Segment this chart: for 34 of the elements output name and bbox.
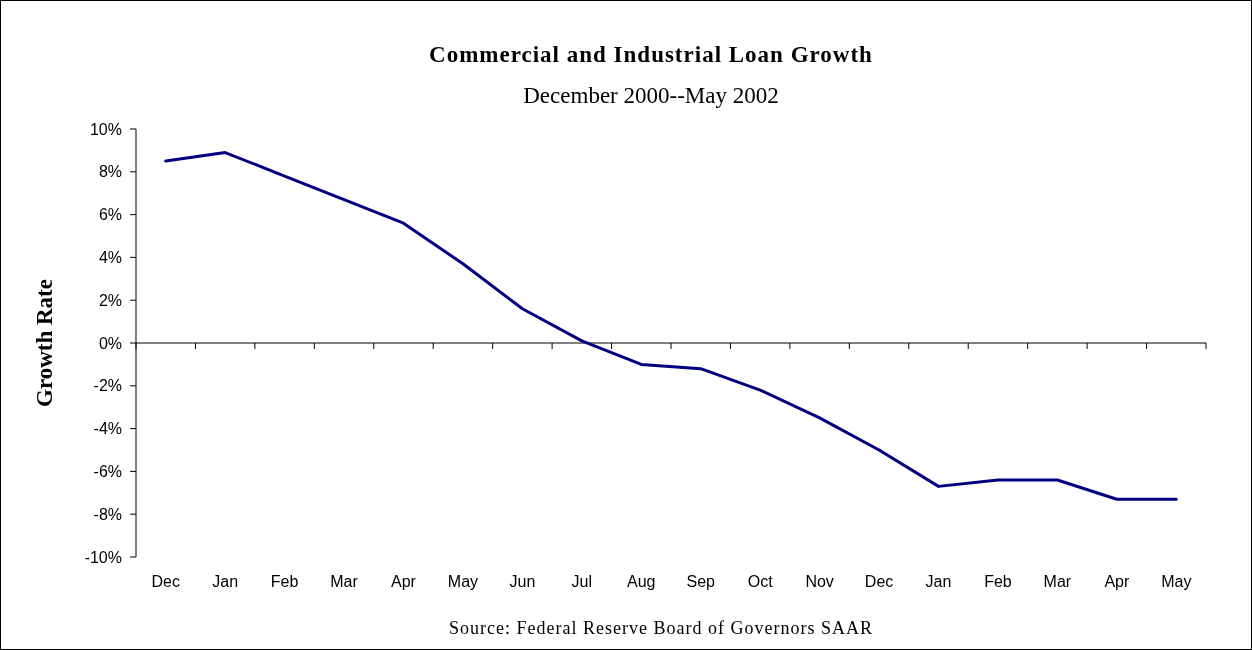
y-tick-label: 2% (98, 291, 122, 309)
x-tick-label: May (1161, 573, 1192, 590)
x-tick-label: Mar (1043, 573, 1072, 590)
chart-title: Commercial and Industrial Loan Growth (429, 42, 873, 67)
y-axis-title: Growth Rate (32, 279, 57, 407)
x-tick-label: Feb (984, 573, 1012, 590)
y-tick-label: 4% (98, 249, 122, 266)
y-tick-label: -8% (93, 505, 122, 523)
y-tick-label: 6% (98, 206, 122, 224)
x-tick-label: Apr (391, 573, 417, 590)
y-tick-label: 8% (98, 163, 122, 181)
y-tick-label: 10% (89, 120, 122, 138)
x-tick-label: Apr (1104, 573, 1130, 590)
x-tick-label: Jun (509, 573, 536, 590)
chart-subtitle: December 2000--May 2002 (523, 83, 779, 108)
x-tick-label: Aug (627, 573, 656, 590)
x-tick-label: Dec (151, 573, 180, 590)
x-tick-label: May (447, 573, 479, 590)
x-tick-label: Dec (864, 573, 894, 590)
source-note: Source: Federal Reserve Board of Governors SAAR (449, 618, 873, 638)
x-tick-label: Jul (571, 573, 593, 590)
y-tick-label: 0% (98, 334, 122, 352)
y-tick-label: -4% (93, 420, 122, 438)
x-tick-label: Feb (270, 573, 299, 590)
x-tick-label: Jan (212, 573, 239, 590)
x-tick-label: Oct (747, 573, 774, 590)
line-series (164, 151, 1178, 501)
y-tick-label: -10% (84, 548, 122, 566)
y-tick-label: -6% (93, 463, 122, 480)
x-tick-label: Jan (925, 573, 952, 590)
x-tick-label: Sep (686, 573, 716, 590)
x-tick-label: Nov (805, 573, 834, 590)
y-tick-label: -2% (93, 377, 122, 395)
x-tick-label: Mar (330, 573, 359, 590)
